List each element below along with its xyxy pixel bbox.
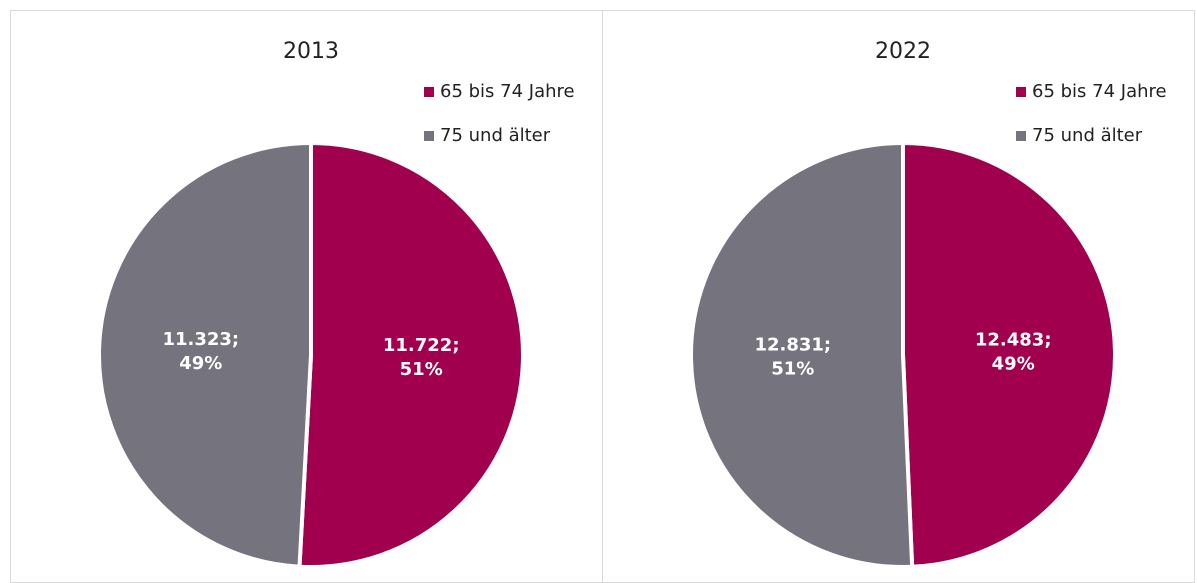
chart-title: 2013 (283, 39, 339, 64)
data-label: 11.323; 49% (162, 329, 239, 374)
pie-slice (97, 140, 313, 569)
pie-slice (689, 140, 915, 569)
data-label: 11.722; 51% (383, 335, 460, 380)
legend-label: 65 bis 74 Jahre (440, 81, 575, 102)
legend-label: 75 und älter (1032, 125, 1143, 146)
legend-label: 65 bis 74 Jahre (1032, 81, 1167, 102)
data-label: 12.831; 51% (754, 334, 831, 379)
data-label: 12.483; 49% (975, 330, 1052, 375)
pie-slice (297, 140, 525, 569)
pie-slice (901, 140, 1117, 569)
legend-label: 75 und älter (440, 125, 551, 146)
legend-swatch (1016, 131, 1026, 141)
legend-swatch (1016, 87, 1026, 97)
chart-title: 2022 (875, 39, 931, 64)
legend-swatch (424, 131, 434, 141)
legend-swatch (424, 87, 434, 97)
